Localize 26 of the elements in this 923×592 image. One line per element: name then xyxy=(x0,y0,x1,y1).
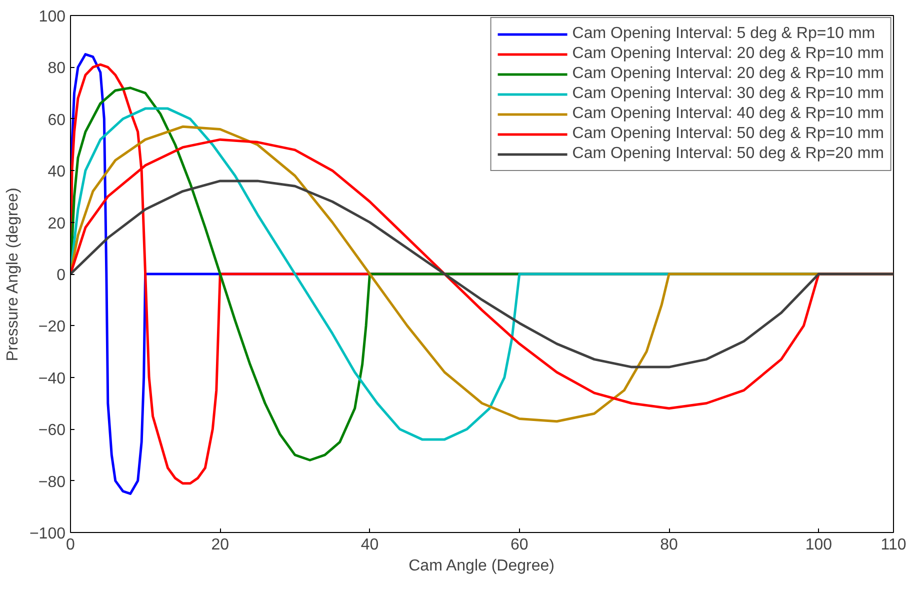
y-tick-label: 20 xyxy=(48,215,66,232)
legend-label: Cam Opening Interval: 5 deg & Rp=10 mm xyxy=(572,25,876,43)
y-tick-label: 100 xyxy=(38,8,66,26)
x-tick-label: 40 xyxy=(360,536,379,554)
x-tick-label: 110 xyxy=(880,536,906,554)
x-tick-label: 20 xyxy=(211,536,230,554)
legend-label: Cam Opening Interval: 50 deg & Rp=20 mm xyxy=(572,145,884,163)
x-tick-label: 80 xyxy=(660,536,678,554)
y-tick-label: −100 xyxy=(29,526,66,542)
y-tick-label: −80 xyxy=(38,474,66,491)
legend-label: Cam Opening Interval: 40 deg & Rp=10 mm xyxy=(572,105,884,123)
x-tick-label: 100 xyxy=(805,536,832,554)
legend-label: Cam Opening Interval: 20 deg & Rp=10 mm xyxy=(572,45,884,63)
y-axis-title: Pressure Angle (degree) xyxy=(4,188,22,362)
y-tick-label: 0 xyxy=(56,267,66,284)
x-axis-title: Cam Angle (Degree) xyxy=(408,558,554,574)
x-tick-label: 60 xyxy=(510,536,528,554)
legend-label: Cam Opening Interval: 50 deg & Rp=10 mm xyxy=(572,125,884,143)
y-tick-label: −40 xyxy=(38,370,66,388)
legend-label: Cam Opening Interval: 20 deg & Rp=10 mm xyxy=(572,65,884,83)
legend-label: Cam Opening Interval: 30 deg & Rp=10 mm xyxy=(572,85,884,103)
y-tick-label: 60 xyxy=(48,112,66,129)
y-tick-label: 80 xyxy=(48,60,66,78)
y-tick-label: 40 xyxy=(48,164,66,181)
y-tick-label: −60 xyxy=(38,422,66,440)
y-tick-label: −20 xyxy=(38,318,66,336)
